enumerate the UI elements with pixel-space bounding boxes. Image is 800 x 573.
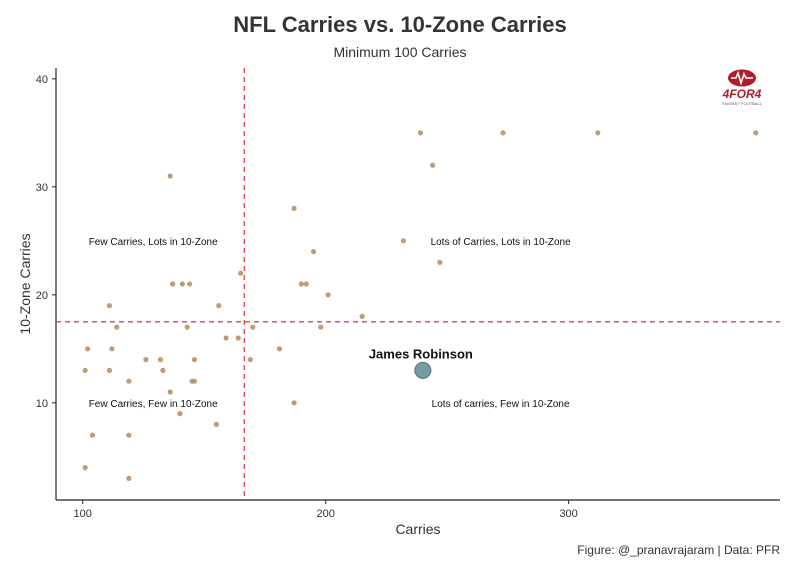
data-point [291,205,297,211]
data-point [216,303,222,309]
data-point [106,303,113,309]
data-point [235,335,241,341]
quadrant-label: Few Carries, Lots in 10-Zone [89,237,218,248]
data-point [160,367,166,373]
data-point [157,357,164,363]
data-point [126,378,132,384]
data-point [238,270,244,276]
data-point [126,475,132,481]
y-tick-label: 20 [36,290,48,302]
data-point [106,367,113,373]
data-point [298,281,304,287]
chart-caption: Figure: @_pranavrajaram | Data: PFR [577,543,780,557]
y-axis-label: 10-Zone Carries [17,233,33,334]
data-point [109,346,115,352]
data-point [250,324,256,330]
x-tick-label: 100 [74,508,92,520]
data-point [170,281,176,287]
y-tick-label: 10 [36,398,48,410]
data-point [500,130,506,136]
data-point [89,432,96,438]
quadrant-label: Lots of carries, Few in 10-Zone [432,399,570,410]
svg-text:FANTASY FOOTBALL: FANTASY FOOTBALL [722,101,763,106]
data-point [359,313,365,319]
data-point [184,324,190,330]
data-point [437,259,443,265]
data-point [429,162,436,168]
data-point [276,346,283,352]
svg-text:4FOR4: 4FOR4 [722,87,762,101]
quadrant-label: Few Carries, Few in 10-Zone [89,399,218,410]
data-point [291,400,297,406]
data-point [177,411,183,417]
data-point [84,346,91,352]
data-point [325,292,331,298]
y-tick-label: 40 [36,74,48,86]
data-point [247,357,253,363]
data-point [114,324,120,330]
data-point [753,130,759,136]
data-point [82,465,88,471]
data-point [400,238,407,244]
data-point [143,357,149,363]
chart-subtitle: Minimum 100 Carries [333,44,467,60]
data-point [187,281,193,287]
x-tick-label: 300 [559,508,577,520]
highlight-label: James Robinson [369,346,473,361]
y-tick-label: 30 [36,182,48,194]
data-point [126,432,132,438]
data-point [223,335,229,341]
x-axis-label: Carries [395,521,440,537]
x-tick-label: 200 [316,508,334,520]
data-point [213,421,219,427]
data-point [303,281,309,287]
data-point [310,249,317,255]
data-point [417,130,424,136]
data-point [595,130,601,136]
data-point [318,324,324,330]
data-point [191,357,198,363]
data-point [82,367,88,373]
4for4-logo: 4FOR4 FANTASY FOOTBALL [722,69,763,106]
chart-title: NFL Carries vs. 10-Zone Carries [233,12,567,37]
data-point [179,281,185,287]
highlight-point [414,361,432,379]
data-point [167,389,173,395]
quadrant-label: Lots of Carries, Lots in 10-Zone [431,237,572,248]
data-point [167,173,173,179]
data-point [191,378,198,384]
